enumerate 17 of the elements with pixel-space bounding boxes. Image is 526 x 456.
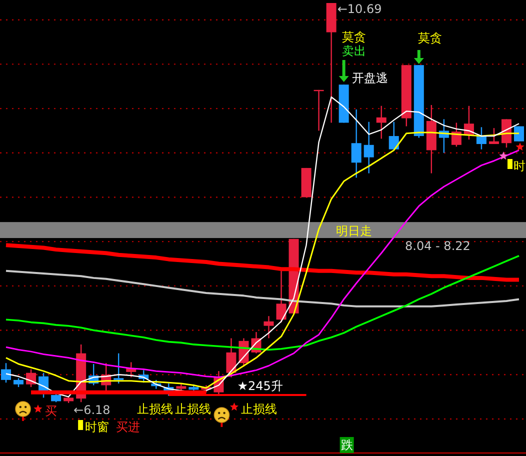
annotation: 莫贪 xyxy=(342,30,366,44)
annotation: ←6.18 xyxy=(74,403,110,417)
annotation: 止损线 xyxy=(137,402,173,416)
annotation: 开盘逃 xyxy=(352,71,388,85)
annotation: ★245升 xyxy=(237,379,283,393)
text: 买 xyxy=(45,404,57,418)
annotation: 止损线 xyxy=(175,402,211,416)
annotation: 止损线 xyxy=(241,402,278,416)
annotation: 明日走 xyxy=(336,224,372,238)
text: 时窗 xyxy=(85,420,110,434)
text: 买进 xyxy=(116,420,140,434)
annotation: 时 xyxy=(513,159,526,173)
annotation: 莫贪 xyxy=(418,31,442,45)
annotation: ←10.69 xyxy=(337,2,382,16)
annotation: 卖出 xyxy=(342,44,366,58)
band-label: 8.04 - 8.22 xyxy=(405,239,470,254)
text: 跌 xyxy=(340,438,353,452)
